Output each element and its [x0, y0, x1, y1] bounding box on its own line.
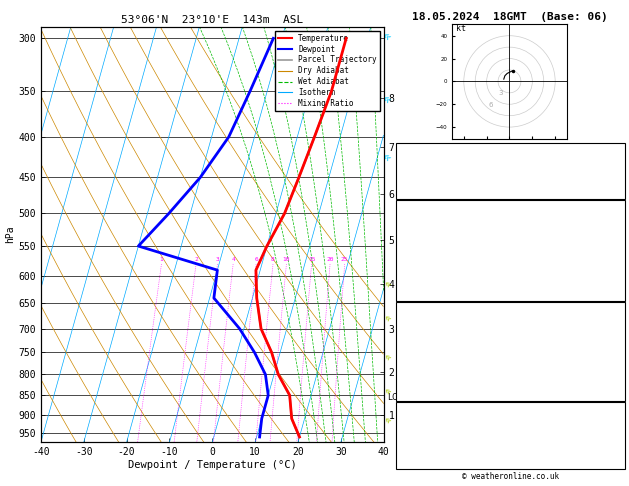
- Text: 999: 999: [606, 321, 621, 330]
- Text: »: »: [381, 349, 392, 361]
- Text: 316: 316: [606, 337, 621, 347]
- Text: PW (cm): PW (cm): [399, 185, 437, 193]
- Text: 10.7: 10.7: [601, 231, 621, 241]
- Legend: Temperature, Dewpoint, Parcel Trajectory, Dry Adiabat, Wet Adiabat, Isotherm, Mi: Temperature, Dewpoint, Parcel Trajectory…: [276, 31, 380, 111]
- Text: θₑ(K): θₑ(K): [399, 246, 426, 255]
- Text: »: »: [379, 148, 394, 163]
- Text: 8: 8: [271, 257, 275, 262]
- Text: Dewp (°C): Dewp (°C): [399, 231, 447, 241]
- Text: 20: 20: [611, 217, 621, 226]
- Text: 6: 6: [254, 257, 258, 262]
- Text: CAPE (J): CAPE (J): [399, 275, 442, 284]
- Text: 15: 15: [308, 257, 315, 262]
- Y-axis label: Mixing Ratio (g/kg): Mixing Ratio (g/kg): [398, 179, 408, 290]
- Text: 161°: 161°: [601, 445, 621, 453]
- Text: 18.05.2024  18GMT  (Base: 06): 18.05.2024 18GMT (Base: 06): [411, 12, 608, 22]
- Text: Hodograph: Hodograph: [486, 404, 535, 413]
- Title: 53°06'N  23°10'E  143m  ASL: 53°06'N 23°10'E 143m ASL: [121, 15, 303, 25]
- Text: 20: 20: [326, 257, 334, 262]
- Text: 2: 2: [194, 257, 198, 262]
- Text: »: »: [381, 412, 392, 424]
- Text: CAPE (J): CAPE (J): [399, 371, 442, 380]
- Text: 327: 327: [606, 275, 621, 284]
- Text: 1: 1: [616, 290, 621, 298]
- Text: »: »: [381, 310, 392, 322]
- Y-axis label: hPa: hPa: [6, 226, 16, 243]
- Text: Surface: Surface: [492, 202, 529, 211]
- Text: K: K: [399, 151, 405, 160]
- Text: StmSpd (kt): StmSpd (kt): [399, 458, 457, 467]
- Text: 12: 12: [611, 458, 621, 467]
- Text: 25: 25: [341, 257, 348, 262]
- Text: 1: 1: [616, 388, 621, 397]
- Text: 23: 23: [611, 151, 621, 160]
- Text: Lifted Index: Lifted Index: [399, 260, 462, 270]
- Text: 4: 4: [231, 257, 235, 262]
- Text: »: »: [379, 27, 394, 41]
- Text: 3: 3: [498, 90, 503, 96]
- Text: θₑ (K): θₑ (K): [399, 337, 431, 347]
- Text: -3: -3: [611, 418, 621, 427]
- Text: -1: -1: [611, 354, 621, 363]
- Text: kt: kt: [456, 24, 466, 33]
- Text: 6: 6: [489, 102, 493, 107]
- Text: Lifted Index: Lifted Index: [399, 354, 462, 363]
- Text: Pressure (mb): Pressure (mb): [399, 321, 468, 330]
- Text: 50: 50: [611, 168, 621, 177]
- Text: EH: EH: [399, 418, 410, 427]
- Text: StmDir: StmDir: [399, 445, 431, 453]
- Text: LCL: LCL: [387, 393, 402, 402]
- Text: Temp (°C): Temp (°C): [399, 217, 447, 226]
- Text: CIN (J): CIN (J): [399, 290, 436, 298]
- Text: 1: 1: [160, 257, 164, 262]
- Text: © weatheronline.co.uk: © weatheronline.co.uk: [462, 472, 559, 481]
- Text: Most Unstable: Most Unstable: [476, 304, 545, 313]
- Text: 316: 316: [606, 246, 621, 255]
- Text: CIN (J): CIN (J): [399, 388, 436, 397]
- X-axis label: Dewpoint / Temperature (°C): Dewpoint / Temperature (°C): [128, 460, 297, 470]
- Text: 3: 3: [216, 257, 220, 262]
- Text: »: »: [381, 383, 392, 395]
- Text: »: »: [381, 276, 392, 288]
- Text: 1.89: 1.89: [600, 185, 621, 193]
- Text: »: »: [379, 90, 394, 104]
- Text: 327: 327: [606, 371, 621, 380]
- Text: Totals Totals: Totals Totals: [399, 168, 469, 177]
- Text: 13: 13: [611, 431, 621, 440]
- Text: -1: -1: [611, 260, 621, 270]
- Text: 10: 10: [282, 257, 290, 262]
- Text: SREH: SREH: [399, 431, 420, 440]
